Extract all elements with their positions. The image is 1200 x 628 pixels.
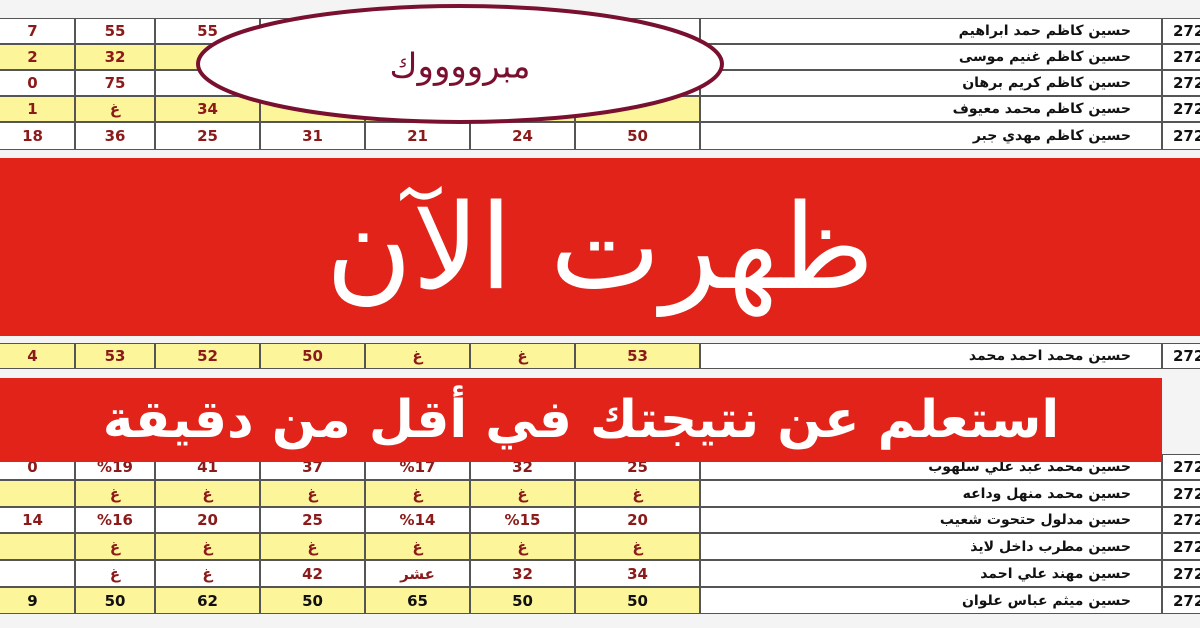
grade-cell: غ: [155, 480, 260, 507]
grade-cell: غ: [470, 480, 575, 507]
grade-cell: 0: [0, 70, 75, 96]
grade-cell: 20: [155, 507, 260, 533]
name-cell: حسين كاظم غنيم موسى: [700, 44, 1162, 70]
grade-cell: 32: [470, 560, 575, 587]
grade-cell: غ: [365, 343, 470, 369]
grade-cell: غ: [155, 560, 260, 587]
grade-cell: 34: [155, 96, 260, 122]
grade-cell: 52: [155, 343, 260, 369]
grade-cell: 25: [155, 122, 260, 150]
grade-cell: غ: [75, 480, 155, 507]
id-cell: 272: [1162, 18, 1200, 44]
grade-cell: 25: [260, 507, 365, 533]
name-cell: حسين مدلول حتحوت شعيب: [700, 507, 1162, 533]
grade-cell: 9: [0, 587, 75, 614]
name-cell: حسين كاظم كريم برهان: [700, 70, 1162, 96]
name-cell: حسين كاظم حمد ابراهيم: [700, 18, 1162, 44]
grade-cell: غ: [260, 533, 365, 560]
id-cell: 272: [1162, 44, 1200, 70]
grade-cell: غ: [75, 533, 155, 560]
name-cell: حسين ميثم عباس علوان: [700, 587, 1162, 614]
id-cell: 272: [1162, 480, 1200, 507]
id-cell: 272: [1162, 507, 1200, 533]
grade-cell: [0, 533, 75, 560]
grade-cell: 50: [470, 587, 575, 614]
grade-cell: 50: [75, 587, 155, 614]
name-cell: حسين مطرب داخل لايذ: [700, 533, 1162, 560]
badge-ellipse: [196, 4, 724, 124]
grade-cell: 62: [155, 587, 260, 614]
grade-cell: 24: [470, 122, 575, 150]
id-cell: 272: [1162, 343, 1200, 369]
grade-cell: 53: [75, 343, 155, 369]
grade-cell: 50: [575, 122, 700, 150]
grade-cell: 7: [0, 18, 75, 44]
grade-cell: عشر: [365, 560, 470, 587]
sub-banner: استعلم عن نتيجتك في أقل من دقيقة: [0, 378, 1162, 462]
grade-cell: 4: [0, 343, 75, 369]
grade-cell: غ: [155, 533, 260, 560]
congrats-badge: مبرووووك: [196, 4, 724, 124]
id-cell: 272: [1162, 122, 1200, 150]
grade-cell: %14: [365, 507, 470, 533]
name-cell: حسين محمد منهل وداعه: [700, 480, 1162, 507]
grade-cell: 42: [260, 560, 365, 587]
grade-cell: غ: [365, 480, 470, 507]
name-cell: حسين مهند علي احمد: [700, 560, 1162, 587]
name-cell: حسين محمد احمد محمد: [700, 343, 1162, 369]
grade-cell: 50: [260, 587, 365, 614]
grade-cell: 36: [75, 122, 155, 150]
id-cell: 272: [1162, 533, 1200, 560]
grade-cell: 53: [575, 343, 700, 369]
id-cell: 272: [1162, 560, 1200, 587]
grade-cell: غ: [260, 480, 365, 507]
main-banner: ظهرت الآن: [0, 158, 1200, 336]
grade-cell: 31: [260, 122, 365, 150]
grade-cell: غ: [365, 533, 470, 560]
name-cell: حسين كاظم محمد معيوف: [700, 96, 1162, 122]
id-cell: 272: [1162, 454, 1200, 480]
grade-cell: 20: [575, 507, 700, 533]
grade-cell: غ: [470, 343, 575, 369]
grade-cell: غ: [75, 560, 155, 587]
grade-cell: 18: [0, 122, 75, 150]
grade-cell: 55: [75, 18, 155, 44]
grade-cell: 50: [260, 343, 365, 369]
grade-cell: غ: [75, 96, 155, 122]
grade-cell: 2: [0, 44, 75, 70]
grade-cell: [0, 480, 75, 507]
grade-cell: غ: [470, 533, 575, 560]
grade-cell: غ: [575, 480, 700, 507]
grade-cell: %16: [75, 507, 155, 533]
id-cell: 272: [1162, 587, 1200, 614]
grade-cell: 14: [0, 507, 75, 533]
id-cell: 272: [1162, 96, 1200, 122]
grade-cell: %15: [470, 507, 575, 533]
grade-cell: 65: [365, 587, 470, 614]
grade-cell: 1: [0, 96, 75, 122]
congrats-text: مبرووووك: [390, 47, 531, 87]
grade-cell: غ: [575, 533, 700, 560]
grade-cell: 32: [75, 44, 155, 70]
grade-cell: 75: [75, 70, 155, 96]
grade-cell: 34: [575, 560, 700, 587]
id-cell: 272: [1162, 70, 1200, 96]
grade-cell: 50: [575, 587, 700, 614]
grade-cell: [0, 560, 75, 587]
name-cell: حسين كاظم مهدي جبر: [700, 122, 1162, 150]
